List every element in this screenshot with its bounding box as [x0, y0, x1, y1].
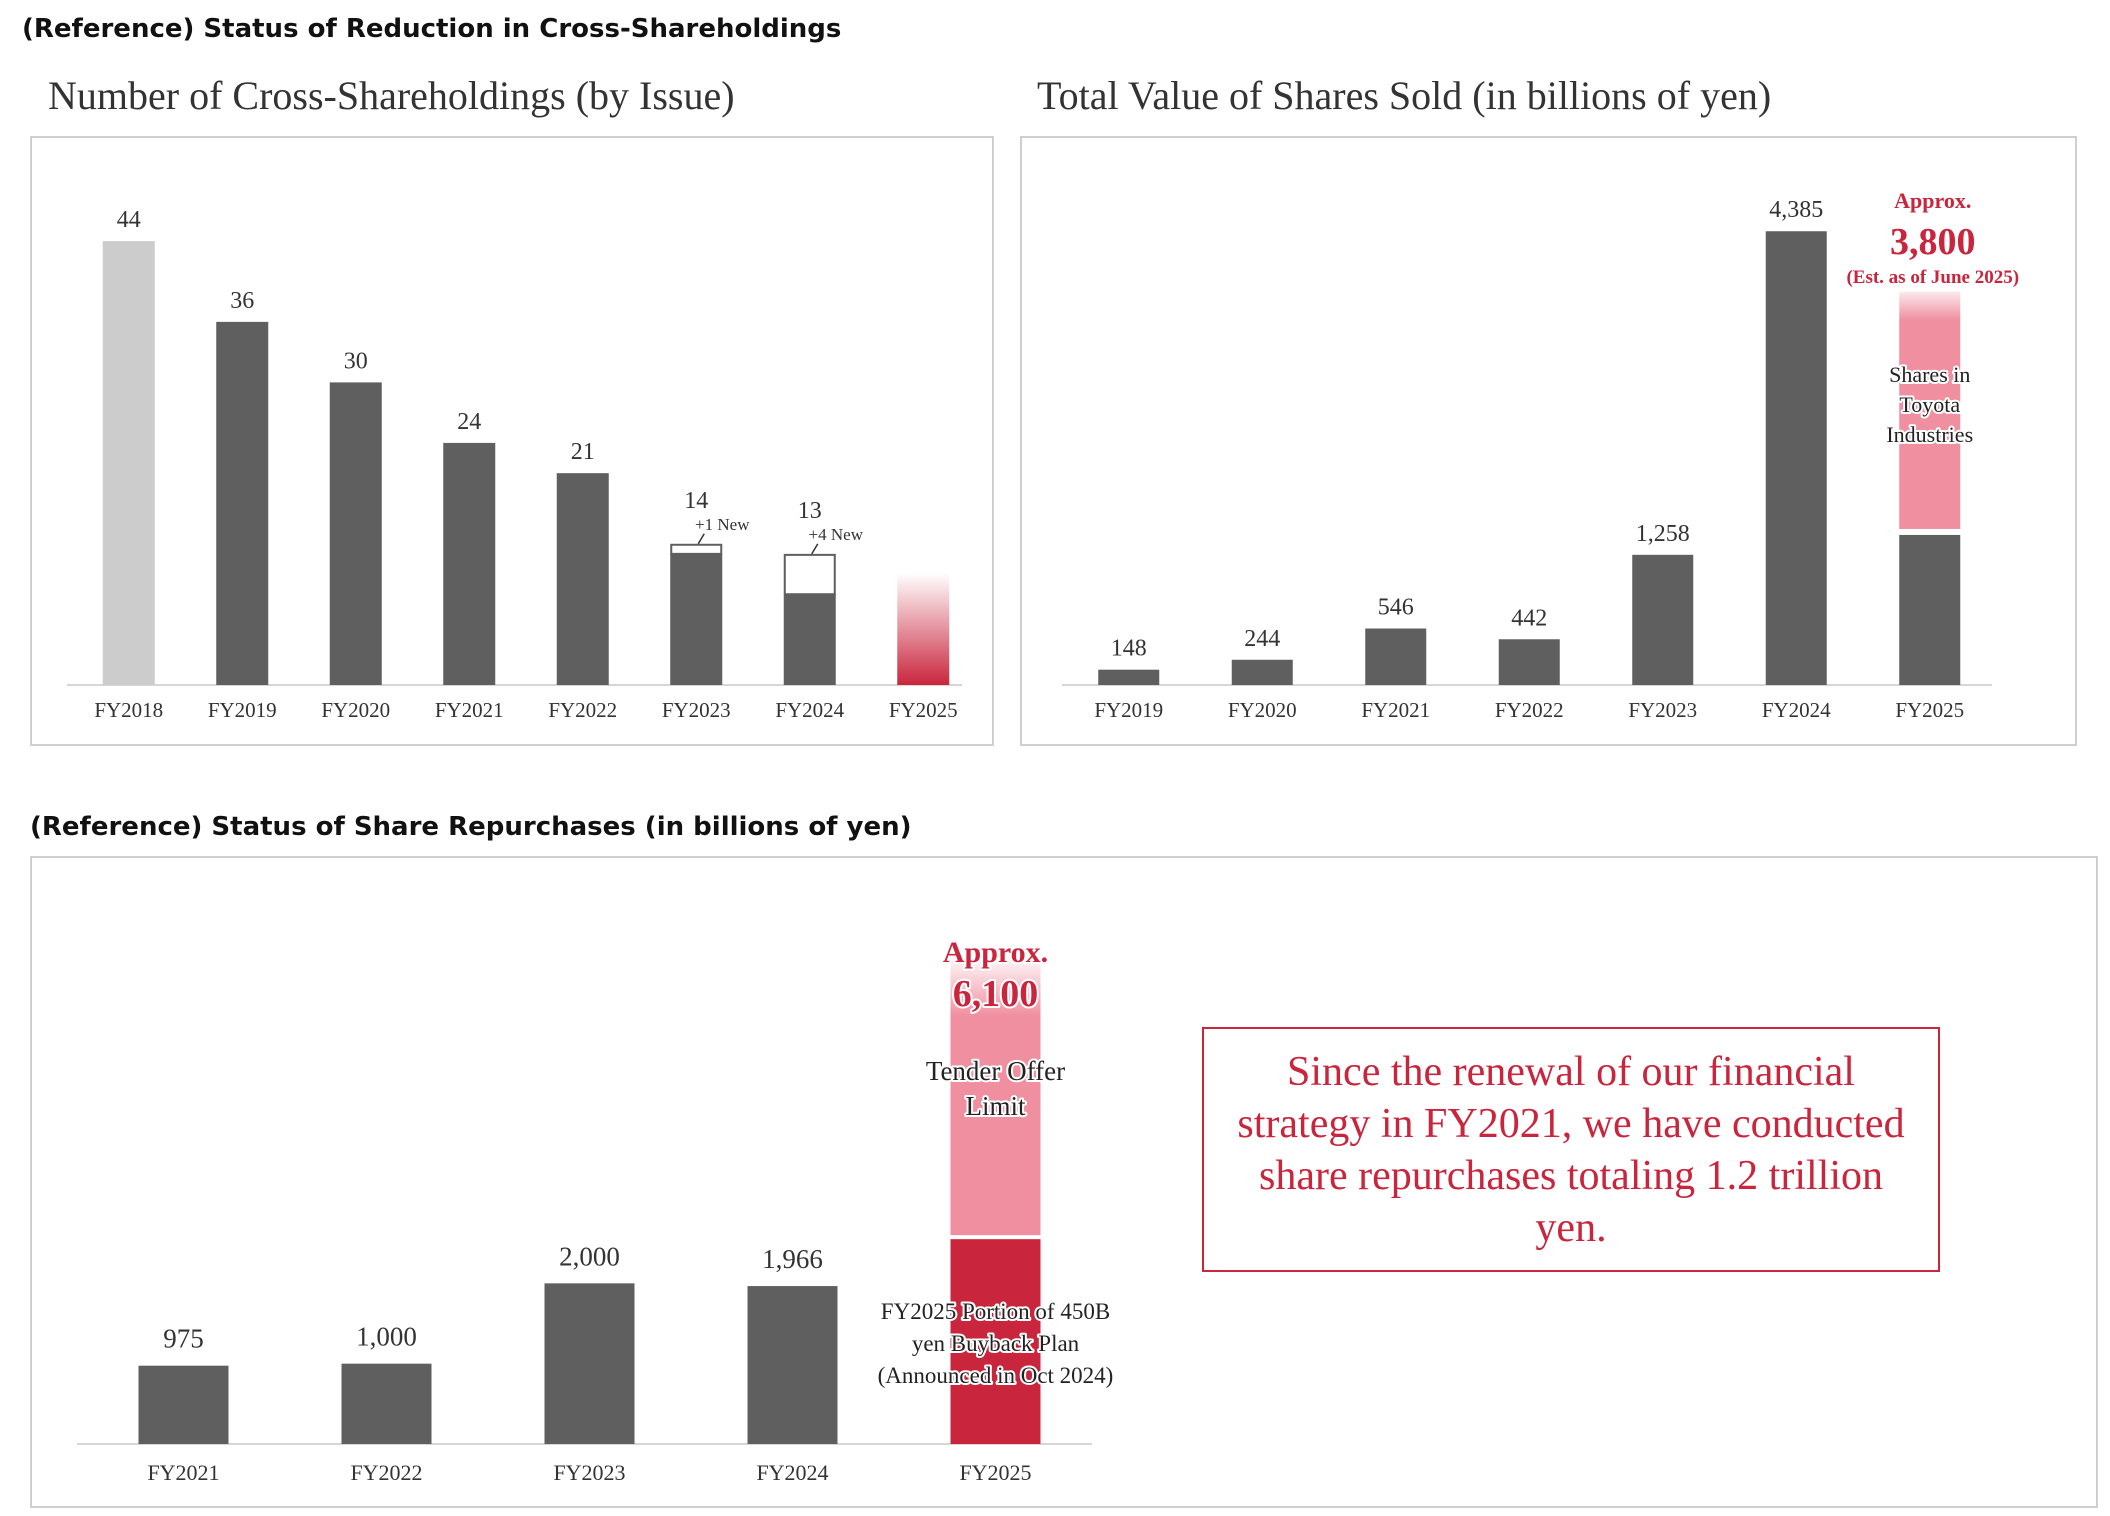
- bar: [329, 382, 382, 685]
- x-tick-label: FY2025: [1895, 698, 1964, 722]
- data-label: 4,385: [1769, 197, 1823, 223]
- fy2025-note-label: (Est. as of June 2025): [1846, 267, 2019, 288]
- bar: [102, 241, 155, 685]
- bar: [556, 473, 609, 685]
- x-tick-label: FY2023: [662, 698, 731, 722]
- bar: [783, 594, 836, 685]
- bar: [1765, 231, 1827, 685]
- bar: [1098, 669, 1160, 685]
- x-tick-label: FY2021: [435, 698, 504, 722]
- fy2025-value-label: 6,100: [953, 973, 1039, 1015]
- data-label: 14: [684, 488, 708, 514]
- section-title-cross-shareholdings: (Reference) Status of Reduction in Cross…: [22, 14, 842, 44]
- chart-panel-shares-sold: 148 FY2019 244 FY2020 546 FY2021 442 FY2022 1,25…: [1020, 136, 2077, 746]
- data-label: 24: [457, 409, 481, 435]
- bar: [341, 1363, 432, 1444]
- bar: [1632, 554, 1694, 685]
- shares-sold-chart: 148 FY2019 244 FY2020 546 FY2021 442 FY2022 1,25…: [1062, 188, 2019, 722]
- fy2025-approx-label: Approx.: [1894, 188, 1971, 213]
- new-additions-leader: [697, 533, 705, 545]
- bar: [747, 1286, 838, 1444]
- cross-shareholdings-chart: 44 FY2018 36 FY2019 30 FY2020 24 FY2021 21 FY2022…: [67, 207, 962, 722]
- data-label: 13: [798, 498, 822, 524]
- data-label: 30: [344, 348, 368, 374]
- repurchase-summary-callout: Since the renewal of our financial strat…: [1202, 1027, 1940, 1272]
- chart-panel-cross-shareholdings: 44 FY2018 36 FY2019 30 FY2020 24 FY2021 21 FY2022…: [30, 136, 994, 746]
- segment-label-tender-offer: Tender Offer Limit: [926, 1056, 1065, 1121]
- bar: [443, 442, 496, 685]
- bar: [1231, 659, 1293, 685]
- data-label: 546: [1378, 595, 1414, 621]
- bar: [216, 321, 269, 685]
- bar-new-additions: [783, 553, 836, 596]
- x-tick-label: FY2018: [94, 698, 163, 722]
- bar: [1365, 628, 1427, 685]
- bar-fy2025-other-shares: [1899, 534, 1961, 685]
- x-tick-label: FY2024: [1762, 698, 1831, 722]
- x-tick-label: FY2023: [1628, 698, 1697, 722]
- data-label: 1,966: [762, 1244, 823, 1274]
- x-tick-label: FY2021: [1361, 698, 1430, 722]
- x-tick-label: FY2020: [321, 698, 390, 722]
- data-label: 21: [571, 439, 595, 465]
- chart-panel-share-repurchases: 975 FY2021 1,000 FY2022 2,000 FY2023 1,966 FY20…: [30, 856, 2098, 1508]
- new-additions-label: +4 New: [809, 525, 864, 544]
- fy2025-value-label: 3,800: [1890, 221, 1976, 263]
- bar-fy2025-tender-offer: [950, 954, 1041, 1236]
- fy2025-approx-label: Approx.: [943, 936, 1048, 969]
- bar-fy2025-toyota-industries: [1899, 291, 1961, 529]
- x-tick-label: FY2023: [553, 1460, 625, 1485]
- data-label: 442: [1511, 605, 1547, 631]
- data-label: 244: [1244, 626, 1280, 652]
- bar-fy2025-projection: [897, 573, 950, 685]
- x-tick-label: FY2022: [548, 698, 617, 722]
- data-label: 2,000: [559, 1241, 620, 1271]
- x-tick-label: FY2022: [350, 1460, 422, 1485]
- section-title-share-repurchases: (Reference) Status of Share Repurchases …: [30, 812, 912, 842]
- x-tick-label: FY2019: [1094, 698, 1163, 722]
- bar: [670, 553, 723, 685]
- callout-text: Since the renewal of our financial strat…: [1237, 1048, 1905, 1251]
- bar: [138, 1365, 229, 1444]
- x-tick-label: FY2025: [959, 1460, 1031, 1485]
- x-tick-label: FY2019: [208, 698, 277, 722]
- bar: [1498, 639, 1560, 685]
- data-label: 44: [117, 207, 141, 233]
- x-tick-label: FY2022: [1495, 698, 1564, 722]
- segment-label-toyota-industries: Shares in Toyota Industries: [1886, 362, 1973, 447]
- chart-title-cross-shareholdings: Number of Cross-Shareholdings (by Issue): [48, 73, 735, 118]
- data-label: 975: [163, 1324, 204, 1354]
- segment-label-buyback-plan: FY2025 Portion of 450B yen Buyback Plan (A…: [878, 1299, 1114, 1388]
- x-tick-label: FY2021: [147, 1460, 219, 1485]
- chart-title-shares-sold: Total Value of Shares Sold (in billions …: [1037, 73, 1772, 118]
- share-repurchases-chart: 975 FY2021 1,000 FY2022 2,000 FY2023 1,966 FY20…: [77, 934, 1115, 1485]
- bar-fy2025-buyback-plan: [950, 1239, 1041, 1444]
- data-label: 148: [1111, 636, 1147, 662]
- data-label: 1,000: [356, 1322, 417, 1352]
- new-additions-label: +1 New: [695, 515, 750, 534]
- x-tick-label: FY2020: [1228, 698, 1297, 722]
- data-label: 36: [230, 288, 254, 314]
- x-tick-label: FY2024: [756, 1460, 828, 1485]
- bar-new-additions: [670, 543, 723, 555]
- x-tick-label: FY2024: [775, 698, 844, 722]
- bar: [544, 1283, 635, 1444]
- new-additions-leader: [811, 543, 819, 555]
- data-label: 1,258: [1636, 521, 1690, 547]
- x-tick-label: FY2025: [889, 698, 958, 722]
